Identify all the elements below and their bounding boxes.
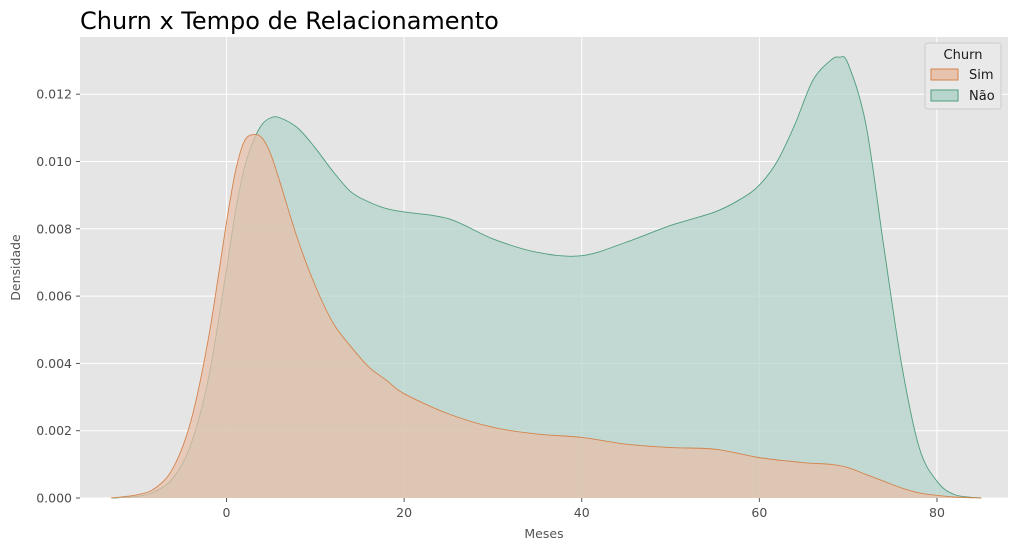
x-tick-label-4: 80 [929,505,945,520]
x-tick-label-2: 40 [574,505,590,520]
legend-label-não: Não [969,89,995,104]
x-tick-label-1: 20 [396,505,412,520]
y-tick-label-6: 0.012 [36,87,72,102]
chart-title: Churn x Tempo de Relacionamento [80,7,499,35]
x-axis-ticks: 0 20 40 60 80 [223,498,945,520]
legend-items: Sim Não [930,68,995,104]
x-tick-label-0: 0 [223,505,231,520]
x-axis-label: Meses [524,526,563,541]
legend-swatch-sim [930,68,959,81]
y-axis-label: Densidade [8,234,23,301]
legend-swatch-não [930,89,959,102]
y-tick-label-2: 0.004 [36,356,72,371]
density-areas [111,56,982,499]
y-axis-ticks: 0.000 0.002 0.004 0.006 0.008 0.010 0.012 [36,87,80,506]
y-tick-label-0: 0.000 [36,491,72,506]
area-sim [111,134,982,498]
legend: Churn Sim Não [924,42,1002,110]
y-tick-label-5: 0.010 [36,154,72,169]
y-tick-label-3: 0.006 [36,289,72,304]
y-tick-label-4: 0.008 [36,221,72,236]
legend-label-sim: Sim [969,68,994,83]
line-sim [111,133,982,499]
y-tick-label-1: 0.002 [36,423,72,438]
legend-title: Churn [944,48,983,63]
x-tick-label-3: 60 [751,505,767,520]
